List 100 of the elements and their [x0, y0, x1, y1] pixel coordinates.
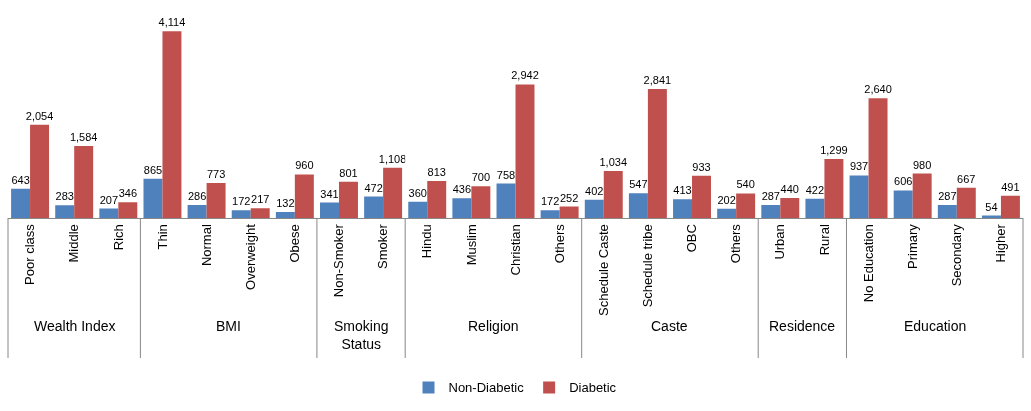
x-tick-label: Higher: [993, 223, 1009, 263]
bar: [849, 175, 869, 218]
x-tick-label: No Education: [860, 224, 876, 303]
x-axis-title: Wealth Index: [34, 318, 116, 334]
data-label: 2,640: [864, 83, 892, 96]
data-label: 491: [1001, 180, 1020, 193]
data-label: 1,108: [378, 152, 407, 165]
bar: [780, 198, 800, 218]
x-tick-label: Hindu: [419, 224, 435, 259]
data-label: 1,584: [69, 131, 98, 144]
data-label: 132: [276, 197, 295, 210]
data-label: 643: [11, 173, 30, 186]
bar: [956, 187, 976, 218]
bar: [55, 205, 75, 218]
data-label: 402: [585, 184, 604, 197]
bar: [11, 188, 31, 218]
x-tick-label: Overweight: [242, 223, 258, 290]
data-label: 540: [736, 178, 755, 191]
bar: [383, 167, 403, 218]
bar: [427, 181, 447, 218]
bar: [893, 190, 913, 218]
x-tick-label: Normal: [198, 224, 214, 267]
data-label: 4,114: [158, 16, 186, 29]
x-tick-label: Muslim: [463, 224, 479, 266]
data-label: 606: [894, 175, 913, 188]
x-tick-label: Non-Smoker: [331, 223, 347, 298]
bar: [628, 193, 648, 218]
bar: [294, 174, 314, 218]
bar: [1000, 195, 1020, 218]
x-tick-label: Rich: [110, 224, 126, 251]
data-label: 172: [540, 195, 560, 208]
x-tick-label: Middle: [66, 224, 82, 263]
bar: [364, 196, 384, 218]
data-label: 801: [339, 166, 358, 179]
x-axis-title: Smoking Status: [334, 318, 389, 353]
x-axis-title: Caste: [651, 318, 688, 334]
bar: [647, 89, 667, 218]
bar: [408, 201, 428, 218]
bar: [937, 204, 957, 218]
data-label: 413: [673, 184, 692, 197]
x-tick-label: OBC: [684, 224, 700, 253]
data-label: 287: [761, 189, 780, 202]
bar: [673, 199, 693, 218]
data-label: 980: [912, 158, 932, 171]
data-label: 286: [187, 190, 207, 203]
bar: [162, 31, 182, 218]
data-label: 547: [629, 178, 648, 191]
data-label: 865: [143, 163, 163, 176]
data-label: 1,034: [599, 156, 628, 169]
x-tick-label: Others: [728, 223, 744, 264]
data-label: 287: [938, 189, 957, 202]
bar: [338, 181, 358, 218]
data-label: 773: [206, 167, 226, 180]
data-label: 933: [692, 160, 711, 173]
bar: [736, 193, 756, 218]
bar: [559, 206, 579, 218]
bar: [99, 208, 119, 218]
bar: [250, 208, 270, 218]
x-tick-label: Urban: [772, 224, 788, 260]
bar: [603, 171, 623, 218]
legend-label: Non-Diabetic: [448, 380, 525, 396]
bar: [320, 202, 339, 218]
x-axis-title: BMI: [216, 318, 241, 334]
x-tick-label: Thin: [154, 224, 170, 250]
x-tick-label: Rural: [816, 224, 832, 256]
data-label: 202: [717, 193, 736, 206]
bar: [496, 183, 516, 218]
data-label: 960: [295, 159, 314, 172]
x-tick-label: Christian: [507, 224, 523, 276]
bar: [30, 124, 50, 218]
data-label: 172: [232, 195, 251, 208]
x-tick-label: Schedule tribe: [640, 224, 656, 308]
bar: [824, 159, 844, 218]
bar: [187, 205, 207, 218]
x-tick-label: Others: [551, 223, 567, 264]
bar: [206, 182, 226, 218]
bar: [275, 212, 295, 218]
bar: [912, 173, 932, 218]
bar: [452, 198, 472, 218]
bar: [805, 198, 825, 218]
x-tick-label: Secondary: [949, 223, 965, 287]
data-label: 937: [849, 160, 869, 173]
data-label: 440: [780, 183, 799, 196]
bar: [540, 210, 560, 218]
bar: [584, 199, 604, 218]
data-label: 54: [985, 200, 998, 213]
data-label: 758: [496, 168, 516, 181]
data-label: 2,841: [643, 74, 672, 87]
x-axis-title: Residence: [769, 318, 836, 334]
data-label: 1,299: [820, 144, 848, 157]
data-label: 252: [559, 191, 579, 204]
data-label: 436: [452, 183, 472, 196]
bar: [761, 204, 781, 218]
data-label: 217: [251, 193, 270, 206]
data-label: 813: [427, 166, 446, 179]
data-label: 346: [118, 187, 137, 200]
data-label: 667: [957, 172, 976, 185]
data-label: 422: [805, 183, 825, 196]
bar: [118, 202, 138, 218]
x-tick-label: Poor class: [22, 223, 38, 285]
